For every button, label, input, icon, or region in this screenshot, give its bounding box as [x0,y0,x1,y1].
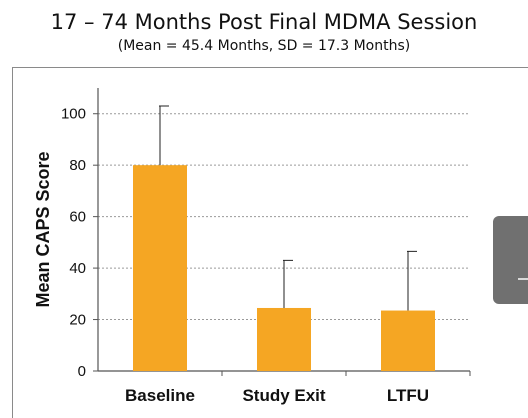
chart-frame [12,67,528,418]
side-panel-tab[interactable] [493,216,528,304]
x-category-label: LTFU [387,386,429,405]
chart-title: 17 – 74 Months Post Final MDMA Session [50,10,478,34]
bar-baseline [133,165,187,371]
y-tick-label: 20 [69,312,86,329]
chevron-icon [518,278,528,280]
y-tick-label: 100 [61,106,86,123]
x-category-label: Study Exit [242,386,325,405]
chart-subtitle: (Mean = 45.4 Months, SD = 17.3 Months) [117,38,411,54]
y-tick-label: 40 [69,260,86,277]
bar-study-exit [257,307,311,371]
y-tick-label: 80 [69,157,86,174]
y-axis-title: Mean CAPS Score [33,151,53,307]
bar-ltfu [381,310,435,371]
y-tick-label: 60 [69,209,86,226]
x-category-label: Baseline [125,386,195,405]
y-tick-label: 0 [78,363,86,380]
